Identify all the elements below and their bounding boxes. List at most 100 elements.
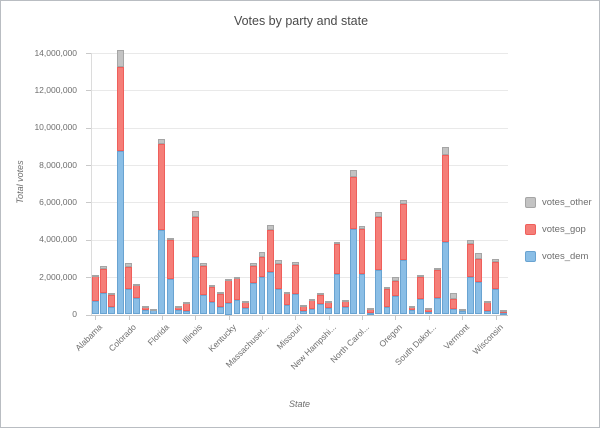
bar-connecticut-votes_gop[interactable] (133, 285, 141, 298)
bar-new-jersey-votes_gop[interactable] (333, 244, 341, 275)
bar-arizona-votes_other[interactable] (100, 266, 107, 270)
bar-oklahoma-votes_dem[interactable] (383, 306, 391, 315)
bar-washington-votes_gop[interactable] (475, 259, 483, 282)
bar-connecticut-votes_other[interactable] (133, 283, 141, 286)
bar-iowa-votes_dem[interactable] (208, 302, 216, 315)
bar-arizona-votes_gop[interactable] (100, 269, 107, 293)
bar-maine-votes_dem[interactable] (241, 307, 249, 315)
bar-west-virginia-votes_gop[interactable] (483, 301, 491, 311)
bar-washington-votes_other[interactable] (475, 252, 483, 260)
bar-massachusetts-votes_dem[interactable] (258, 277, 266, 315)
bar-rhode-island-votes_dem[interactable] (408, 309, 416, 315)
bar-colorado-votes_dem[interactable] (125, 289, 132, 315)
bar-maryland-votes_other[interactable] (250, 262, 258, 266)
bar-california-votes_dem[interactable] (116, 150, 124, 315)
bar-new-jersey-votes_other[interactable] (333, 242, 341, 245)
bar-georgia-votes_gop[interactable] (166, 240, 174, 280)
bar-ohio-votes_other[interactable] (375, 211, 383, 217)
bar-minnesota-votes_other[interactable] (275, 259, 283, 265)
bar-texas-votes_gop[interactable] (442, 154, 449, 243)
legend-item-votes_dem[interactable]: votes_dem (525, 251, 592, 262)
bar-rhode-island-votes_other[interactable] (408, 305, 416, 308)
bar-hawaii-votes_dem[interactable] (175, 309, 182, 315)
bar-utah-votes_gop[interactable] (450, 299, 458, 309)
bar-kansas-votes_gop[interactable] (216, 293, 224, 307)
legend-item-votes_other[interactable]: votes_other (525, 197, 592, 208)
bar-hawaii-votes_other[interactable] (175, 306, 182, 309)
bar-pennsylvania-votes_dem[interactable] (400, 259, 408, 315)
bar-new-mexico-votes_gop[interactable] (341, 301, 349, 308)
bar-oregon-votes_gop[interactable] (391, 281, 399, 296)
bar-arkansas-votes_dem[interactable] (108, 307, 116, 315)
bar-colorado-votes_other[interactable] (125, 262, 132, 268)
bar-north-carolina-votes_dem[interactable] (358, 273, 366, 315)
bar-alabama-votes_other[interactable] (91, 274, 99, 277)
bar-illinois-votes_dem[interactable] (191, 256, 199, 315)
bar-kansas-votes_dem[interactable] (216, 306, 224, 315)
bar-wyoming-votes_dem[interactable] (500, 313, 508, 316)
bar-nebraska-votes_other[interactable] (308, 298, 316, 301)
bar-tennessee-votes_gop[interactable] (433, 269, 441, 299)
bar-massachusetts-votes_gop[interactable] (258, 256, 266, 278)
bar-utah-votes_dem[interactable] (450, 308, 458, 315)
bar-pennsylvania-votes_other[interactable] (400, 200, 408, 205)
bar-oklahoma-votes_other[interactable] (383, 287, 391, 290)
bar-oklahoma-votes_gop[interactable] (383, 288, 391, 307)
bar-new-mexico-votes_dem[interactable] (341, 307, 349, 315)
bar-pennsylvania-votes_gop[interactable] (400, 204, 408, 260)
bar-south-dakota-votes_dem[interactable] (425, 312, 433, 315)
bar-virginia-votes_other[interactable] (467, 240, 474, 245)
bar-oregon-votes_other[interactable] (391, 277, 399, 282)
bar-louisiana-votes_other[interactable] (233, 276, 241, 279)
bar-indiana-votes_gop[interactable] (200, 266, 207, 296)
bar-west-virginia-votes_other[interactable] (483, 301, 491, 304)
bar-idaho-votes_other[interactable] (183, 301, 191, 304)
bar-mississippi-votes_gop[interactable] (283, 292, 291, 306)
bar-north-carolina-votes_other[interactable] (358, 225, 366, 230)
bar-virginia-votes_gop[interactable] (467, 244, 474, 278)
bar-kentucky-votes_other[interactable] (225, 278, 233, 281)
bar-michigan-votes_dem[interactable] (266, 272, 274, 315)
bar-missouri-votes_gop[interactable] (291, 264, 299, 295)
bar-alabama-votes_dem[interactable] (91, 300, 99, 315)
bar-missouri-votes_dem[interactable] (291, 294, 299, 315)
bar-wisconsin-votes_other[interactable] (492, 258, 499, 263)
bar-virginia-votes_dem[interactable] (467, 277, 474, 315)
bar-colorado-votes_gop[interactable] (125, 267, 132, 290)
bar-south-carolina-votes_other[interactable] (417, 275, 424, 278)
bar-illinois-votes_gop[interactable] (191, 216, 199, 257)
bar-arkansas-votes_other[interactable] (108, 293, 116, 296)
bar-arizona-votes_dem[interactable] (100, 292, 107, 315)
bar-montana-votes_other[interactable] (300, 305, 308, 308)
bar-georgia-votes_other[interactable] (166, 237, 174, 241)
bar-washington-votes_dem[interactable] (475, 281, 483, 315)
bar-missouri-votes_other[interactable] (291, 262, 299, 265)
bar-ohio-votes_dem[interactable] (375, 269, 383, 315)
bar-montana-votes_dem[interactable] (300, 311, 308, 315)
bar-arkansas-votes_gop[interactable] (108, 294, 116, 308)
bar-tennessee-votes_dem[interactable] (433, 298, 441, 315)
bar-michigan-votes_gop[interactable] (266, 229, 274, 273)
bar-south-carolina-votes_gop[interactable] (417, 276, 424, 299)
bar-florida-votes_other[interactable] (158, 138, 166, 145)
bar-new-york-votes_gop[interactable] (350, 176, 358, 230)
bar-maryland-votes_dem[interactable] (250, 283, 258, 315)
bar-florida-votes_dem[interactable] (158, 230, 166, 315)
bar-kansas-votes_other[interactable] (216, 292, 224, 295)
bar-texas-votes_dem[interactable] (442, 242, 449, 315)
bar-south-dakota-votes_other[interactable] (425, 307, 433, 310)
bar-new-hampshire-votes_other[interactable] (325, 300, 333, 303)
bar-nebraska-votes_gop[interactable] (308, 299, 316, 310)
bar-iowa-votes_gop[interactable] (208, 287, 216, 303)
bar-mississippi-votes_other[interactable] (283, 291, 291, 294)
bar-idaho-votes_dem[interactable] (183, 310, 191, 315)
bar-west-virginia-votes_dem[interactable] (483, 310, 491, 315)
bar-nebraska-votes_dem[interactable] (308, 309, 316, 315)
bar-florida-votes_gop[interactable] (158, 144, 166, 231)
bar-delaware-votes_dem[interactable] (141, 310, 149, 315)
bar-minnesota-votes_dem[interactable] (275, 288, 283, 315)
bar-wisconsin-votes_dem[interactable] (492, 288, 499, 315)
bar-texas-votes_other[interactable] (442, 146, 449, 155)
bar-massachusetts-votes_other[interactable] (258, 252, 266, 257)
bar-north-dakota-votes_dem[interactable] (366, 312, 374, 315)
